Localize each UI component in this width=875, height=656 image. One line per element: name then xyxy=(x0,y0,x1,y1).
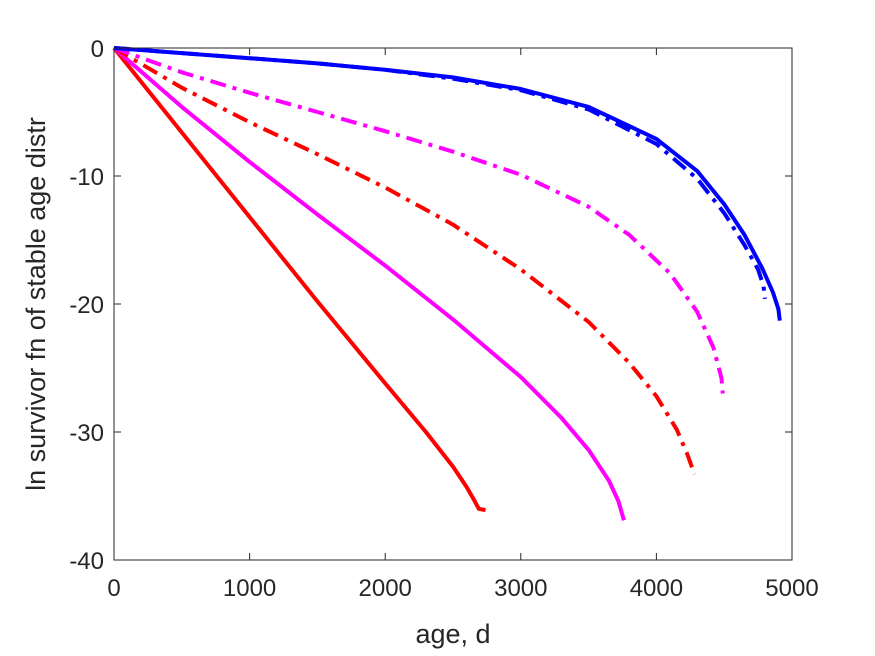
series-line-1 xyxy=(112,46,486,513)
series-line-5 xyxy=(113,46,767,300)
x-axis-label: age, d xyxy=(415,619,490,649)
tick-layer: 0 1000 2000 3000 4000 5000 0 -10 -20 -30 -40 xyxy=(69,36,818,602)
y-tick-label: -20 xyxy=(69,292,104,319)
x-tick-label: 5000 xyxy=(765,575,818,602)
x-tick-label: 3000 xyxy=(494,575,547,602)
y-tick-label: -40 xyxy=(69,548,104,575)
y-tick-label: -30 xyxy=(69,420,104,447)
y-tick-label: -10 xyxy=(69,164,104,191)
x-tick-label: 4000 xyxy=(630,575,683,602)
series-layer xyxy=(112,46,782,521)
y-axis-label: ln survivor fn of stable age distr xyxy=(21,117,51,491)
x-tick-label: 2000 xyxy=(359,575,412,602)
series-line-4 xyxy=(113,46,725,394)
y-tick-label: 0 xyxy=(91,36,104,63)
series-line-6 xyxy=(113,46,782,321)
x-tick-label: 1000 xyxy=(223,575,276,602)
series-line-2 xyxy=(112,46,626,521)
plot-frame xyxy=(113,47,793,561)
series-line-3 xyxy=(112,46,697,475)
x-tick-label: 0 xyxy=(107,575,120,602)
